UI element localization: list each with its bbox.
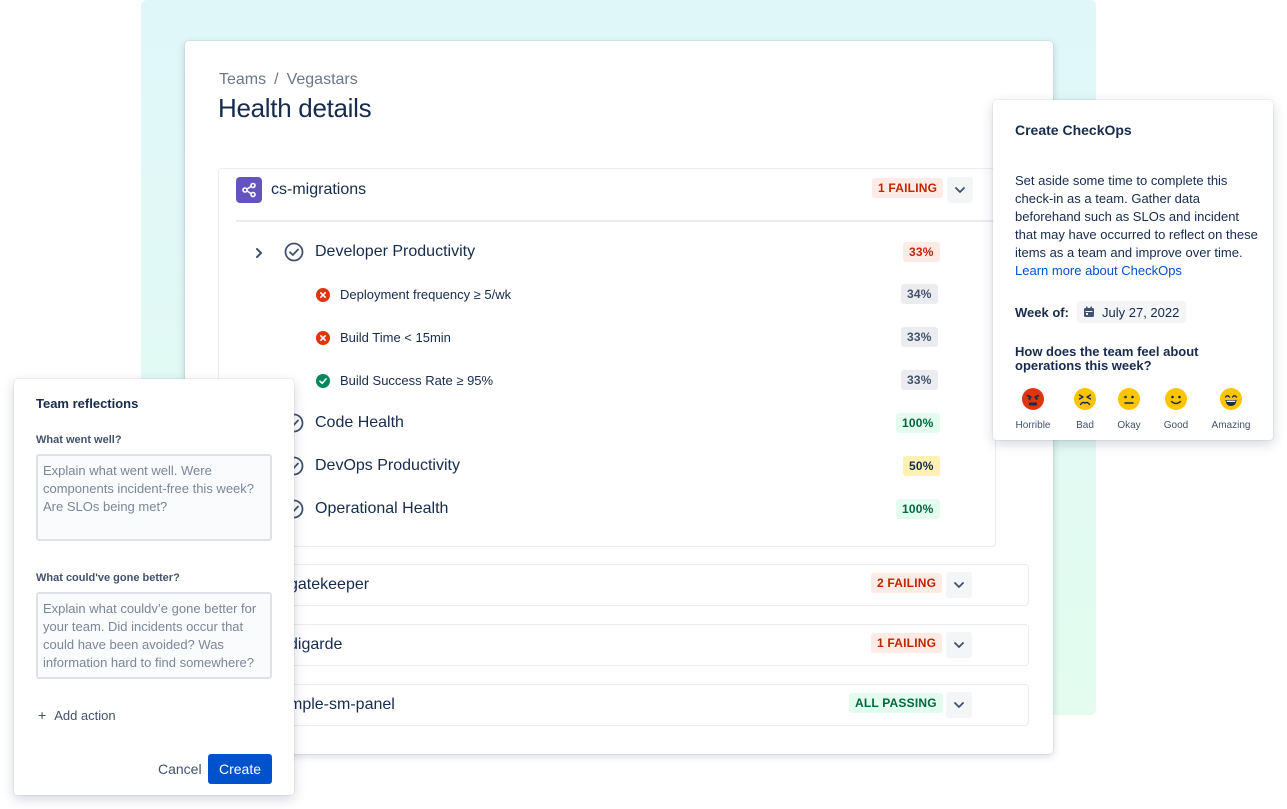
mood-amazing[interactable]: Amazing xyxy=(1206,387,1256,431)
service-name: cs-migrations xyxy=(271,181,367,198)
metric-row-operational-health[interactable]: Operational Health 100% xyxy=(219,497,995,527)
chevron-down-icon xyxy=(954,642,964,648)
status-badge: ALL PASSING xyxy=(849,693,943,713)
service-row-gatekeeper[interactable]: gatekeeper 2 FAILING xyxy=(218,564,1029,606)
checkops-title: Create CheckOps xyxy=(1015,122,1132,138)
chevron-down-icon xyxy=(954,582,964,588)
collapse-button[interactable] xyxy=(947,177,973,203)
could-be-better-label: What could've gone better? xyxy=(36,572,180,584)
went-well-label: What went well? xyxy=(36,434,122,446)
week-date-value: July 27, 2022 xyxy=(1102,304,1180,320)
service-graph-icon xyxy=(236,177,262,203)
calendar-icon xyxy=(1084,306,1094,317)
angry-face-icon xyxy=(1022,388,1044,410)
metric-score: 50% xyxy=(903,456,940,476)
submetric-label: Build Success Rate ≥ 95% xyxy=(340,373,494,388)
team-reflections-card: Team reflections What went well? What co… xyxy=(14,379,294,795)
smiling-face-icon xyxy=(1165,388,1187,410)
status-badge: 1 FAILING xyxy=(872,178,944,198)
service-panel-cs-migrations: cs-migrations 1 FAILING Developer Produc… xyxy=(218,168,996,547)
breadcrumb-team[interactable]: Vegastars xyxy=(286,71,358,88)
divider xyxy=(236,220,995,222)
week-date-picker[interactable]: July 27, 2022 xyxy=(1077,301,1187,323)
neutral-face-icon xyxy=(1118,388,1140,410)
submetric-row: Deployment frequency ≥ 5/wk 34% xyxy=(219,284,995,310)
mood-horrible[interactable]: Horrible xyxy=(1008,387,1058,431)
week-label: Week of: xyxy=(1015,305,1069,320)
metric-row-code-health[interactable]: Code Health 100% xyxy=(219,411,995,441)
metric-row-developer-productivity[interactable]: Developer Productivity 33% xyxy=(219,240,995,270)
error-icon xyxy=(316,331,330,345)
submetric-label: Build Time < 15min xyxy=(340,330,451,345)
expand-button[interactable] xyxy=(946,632,972,658)
service-name: gatekeeper xyxy=(289,576,370,593)
service-name: mple-sm-panel xyxy=(289,696,395,713)
metric-score: 100% xyxy=(896,413,940,433)
submetric-row: Build Time < 15min 33% xyxy=(219,327,995,353)
mood-question: How does the team feel about operations … xyxy=(1015,344,1199,373)
service-row-sm-panel[interactable]: mple-sm-panel ALL PASSING xyxy=(218,684,1029,726)
service-name: digarde xyxy=(289,636,343,653)
chevron-down-icon xyxy=(954,702,964,708)
cancel-button[interactable]: Cancel xyxy=(150,754,210,784)
status-badge: 2 FAILING xyxy=(871,573,943,593)
metric-label: Developer Productivity xyxy=(315,243,476,260)
mood-good[interactable]: Good xyxy=(1151,387,1201,431)
expand-button[interactable] xyxy=(946,572,972,598)
health-details-card: Teams / Vegastars Health details cs-migrat… xyxy=(185,41,1053,754)
submetric-row: Build Success Rate ≥ 95% 33% xyxy=(219,370,995,396)
service-header[interactable]: cs-migrations 1 FAILING xyxy=(219,169,995,221)
went-well-textarea[interactable] xyxy=(36,454,272,541)
submetric-score: 33% xyxy=(901,327,938,347)
metric-label: Code Health xyxy=(315,414,404,431)
submetric-label: Deployment frequency ≥ 5/wk xyxy=(340,287,512,302)
breadcrumb-teams[interactable]: Teams xyxy=(219,71,267,88)
metric-score: 33% xyxy=(903,242,940,262)
chevron-down-icon xyxy=(955,187,965,193)
submetric-score: 34% xyxy=(901,284,938,304)
metric-score: 100% xyxy=(896,499,940,519)
mood-bad[interactable]: Bad xyxy=(1060,387,1110,431)
metric-label: Operational Health xyxy=(315,500,449,517)
expand-button[interactable] xyxy=(946,692,972,718)
breadcrumb: Teams / Vegastars xyxy=(219,71,358,88)
persevering-face-icon xyxy=(1074,388,1096,410)
plus-icon: + xyxy=(38,707,47,723)
error-icon xyxy=(316,288,330,302)
submetric-score: 33% xyxy=(901,370,938,390)
mood-okay[interactable]: Okay xyxy=(1104,387,1154,431)
check-circle-icon xyxy=(284,242,304,262)
create-button[interactable]: Create xyxy=(208,754,272,784)
learn-more-link[interactable]: Learn more about CheckOps xyxy=(1015,263,1182,278)
service-row-digarde[interactable]: digarde 1 FAILING xyxy=(218,624,1029,666)
chevron-down-icon[interactable] xyxy=(253,245,265,261)
success-icon xyxy=(316,374,330,388)
status-badge: 1 FAILING xyxy=(871,633,943,653)
create-checkops-card: Create CheckOps Set aside some time to c… xyxy=(993,100,1273,440)
checkops-description: Set aside some time to complete this che… xyxy=(1015,173,1258,278)
reflections-title: Team reflections xyxy=(36,396,139,411)
metric-row-devops-productivity[interactable]: DevOps Productivity 50% xyxy=(219,454,995,484)
grinning-face-icon xyxy=(1220,388,1242,410)
page-title: Health details xyxy=(218,93,372,123)
add-action-button[interactable]: + Add action xyxy=(38,707,116,723)
metric-label: DevOps Productivity xyxy=(315,457,460,474)
could-be-better-textarea[interactable] xyxy=(36,592,272,679)
